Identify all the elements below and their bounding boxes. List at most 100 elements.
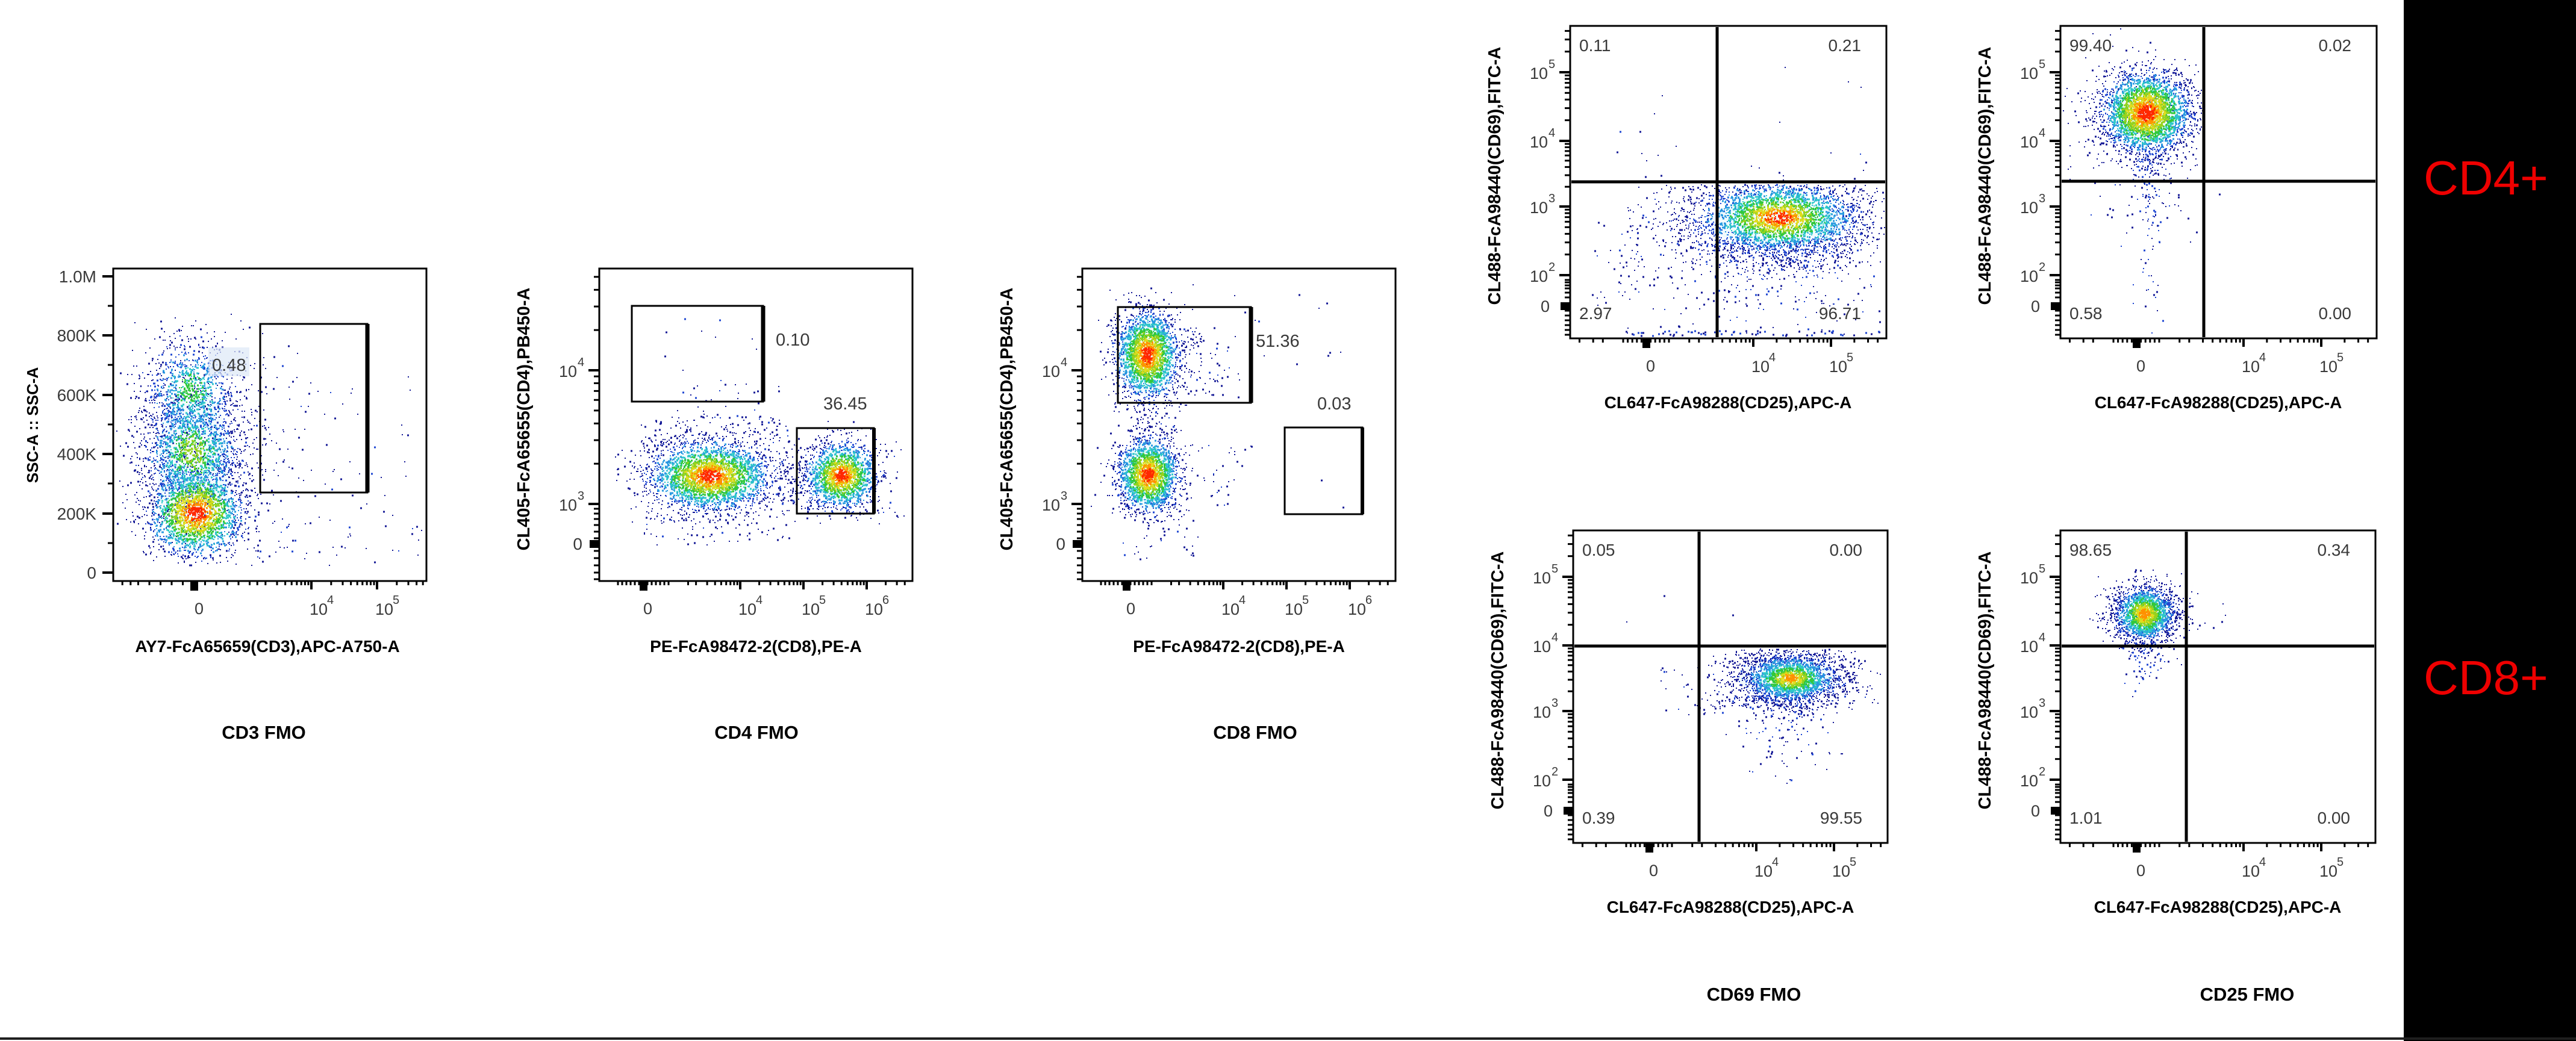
svg-text:CL488-FcA98440(CD69),FITC-A: CL488-FcA98440(CD69),FITC-A	[1488, 552, 1508, 810]
svg-text:5: 5	[1850, 856, 1856, 869]
svg-text:10: 10	[375, 600, 393, 618]
svg-text:CL647-FcA98288(CD25),APC-A: CL647-FcA98288(CD25),APC-A	[2094, 898, 2342, 916]
svg-text:0: 0	[2031, 297, 2040, 315]
svg-text:3: 3	[1061, 489, 1067, 503]
svg-text:5: 5	[1302, 594, 1309, 607]
svg-text:600K: 600K	[57, 386, 97, 405]
svg-text:CL488-FcA98440(CD69),FITC-A: CL488-FcA98440(CD69),FITC-A	[1485, 47, 1505, 305]
svg-text:CL488-FcA98440(CD69),FITC-A: CL488-FcA98440(CD69),FITC-A	[1976, 552, 1995, 810]
svg-text:CD8 FMO: CD8 FMO	[1213, 722, 1297, 743]
svg-text:3: 3	[578, 489, 584, 503]
svg-text:5: 5	[2337, 351, 2344, 364]
svg-text:0.11: 0.11	[1579, 36, 1611, 55]
svg-text:5: 5	[1552, 562, 1558, 576]
svg-text:4: 4	[2259, 351, 2266, 364]
svg-text:10: 10	[2020, 64, 2038, 82]
svg-text:10: 10	[1530, 64, 1548, 82]
svg-text:PE-FcA98472-2(CD8),PE-A: PE-FcA98472-2(CD8),PE-A	[650, 637, 862, 656]
svg-text:0: 0	[573, 535, 582, 553]
svg-text:4: 4	[1772, 856, 1779, 869]
svg-text:36.45: 36.45	[823, 394, 867, 414]
svg-text:0.05: 0.05	[1582, 541, 1615, 559]
svg-text:10: 10	[1829, 358, 1847, 376]
svg-text:5: 5	[2337, 856, 2344, 869]
svg-text:0.00: 0.00	[2319, 304, 2352, 323]
svg-text:0: 0	[643, 600, 652, 618]
svg-text:10: 10	[2020, 638, 2038, 656]
svg-text:4: 4	[2039, 126, 2045, 140]
svg-text:4: 4	[2039, 631, 2045, 644]
svg-text:CD4 FMO: CD4 FMO	[714, 722, 799, 743]
svg-text:CL647-FcA98288(CD25),APC-A: CL647-FcA98288(CD25),APC-A	[2095, 393, 2342, 412]
svg-text:5: 5	[2039, 58, 2045, 71]
svg-text:10: 10	[2020, 267, 2038, 285]
svg-text:3: 3	[2039, 697, 2045, 710]
svg-text:10: 10	[2020, 772, 2038, 790]
svg-text:98.65: 98.65	[2069, 541, 2112, 559]
svg-text:10: 10	[1832, 862, 1850, 880]
svg-text:4: 4	[1548, 126, 1555, 140]
svg-text:10: 10	[1530, 133, 1548, 151]
svg-text:4: 4	[327, 594, 334, 607]
svg-text:5: 5	[2039, 562, 2045, 576]
svg-text:10: 10	[802, 600, 820, 618]
svg-text:99.40: 99.40	[2069, 36, 2112, 55]
svg-text:4: 4	[1769, 351, 1776, 364]
svg-text:400K: 400K	[57, 445, 97, 464]
svg-text:0.34: 0.34	[2318, 541, 2351, 559]
svg-text:200K: 200K	[57, 505, 97, 523]
svg-text:2: 2	[1552, 765, 1558, 778]
svg-text:CL405-FcA65655(CD4),PB450-A: CL405-FcA65655(CD4),PB450-A	[514, 288, 534, 551]
svg-text:0: 0	[1541, 297, 1550, 315]
svg-text:10: 10	[2242, 862, 2260, 880]
svg-text:2: 2	[2039, 261, 2045, 274]
svg-text:0: 0	[1126, 600, 1135, 618]
svg-text:10: 10	[2020, 703, 2038, 721]
svg-text:10: 10	[1348, 600, 1366, 618]
svg-text:51.36: 51.36	[1256, 332, 1300, 351]
svg-text:10: 10	[2020, 199, 2038, 217]
svg-text:0.00: 0.00	[2318, 809, 2351, 827]
svg-text:0.21: 0.21	[1829, 36, 1862, 55]
svg-text:4: 4	[2259, 856, 2266, 869]
svg-text:4: 4	[756, 594, 763, 607]
svg-text:1.01: 1.01	[2069, 809, 2103, 827]
svg-text:CD69 FMO: CD69 FMO	[1707, 984, 1801, 1005]
svg-text:10: 10	[1530, 199, 1548, 217]
svg-text:CD8+: CD8+	[2424, 651, 2548, 704]
svg-text:0: 0	[195, 600, 204, 618]
svg-text:10: 10	[1751, 358, 1770, 376]
svg-text:0: 0	[2031, 802, 2040, 820]
svg-text:0: 0	[2136, 862, 2145, 880]
svg-text:4: 4	[578, 356, 584, 369]
svg-text:4: 4	[1552, 631, 1558, 644]
svg-text:10: 10	[865, 600, 883, 618]
svg-text:AY7-FcA65659(CD3),APC-A750-A: AY7-FcA65659(CD3),APC-A750-A	[135, 637, 399, 656]
svg-text:4: 4	[1239, 594, 1246, 607]
svg-text:0.02: 0.02	[2319, 36, 2352, 55]
svg-text:1.0M: 1.0M	[59, 267, 96, 286]
svg-text:5: 5	[1847, 351, 1853, 364]
svg-text:10: 10	[1533, 569, 1551, 587]
svg-text:10: 10	[559, 496, 577, 514]
svg-text:10: 10	[1285, 600, 1303, 618]
svg-text:10: 10	[310, 600, 328, 618]
svg-text:2.97: 2.97	[1579, 304, 1612, 323]
svg-text:0: 0	[2136, 357, 2145, 375]
svg-text:4: 4	[1061, 356, 1067, 369]
svg-text:10: 10	[1042, 362, 1060, 381]
svg-text:10: 10	[1533, 703, 1551, 721]
svg-text:0: 0	[1649, 862, 1658, 880]
svg-text:10: 10	[1221, 600, 1240, 618]
svg-text:10: 10	[559, 362, 577, 381]
svg-text:800K: 800K	[57, 326, 97, 345]
svg-text:6: 6	[882, 594, 889, 607]
svg-text:CD25 FMO: CD25 FMO	[2200, 984, 2295, 1005]
svg-text:0.03: 0.03	[1317, 394, 1351, 414]
svg-text:10: 10	[2242, 358, 2260, 376]
svg-text:10: 10	[2319, 862, 2337, 880]
svg-text:0.39: 0.39	[1582, 809, 1615, 827]
svg-text:10: 10	[1042, 496, 1060, 514]
svg-text:0: 0	[1646, 357, 1655, 375]
svg-text:2: 2	[1548, 261, 1555, 274]
